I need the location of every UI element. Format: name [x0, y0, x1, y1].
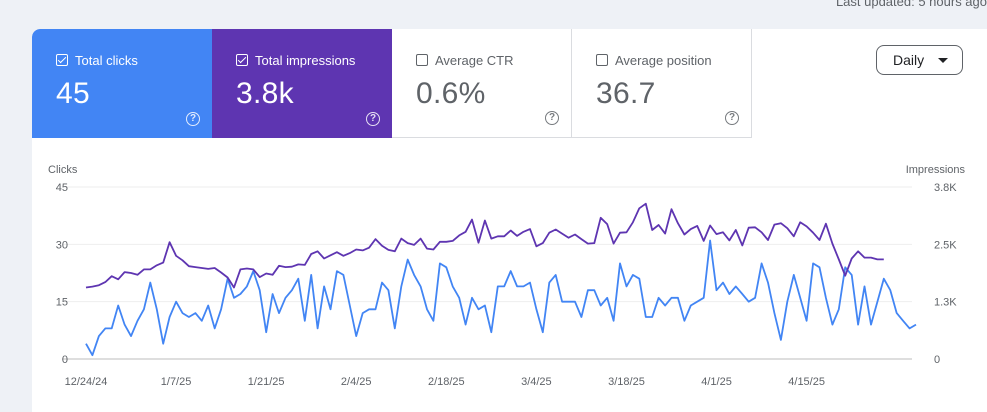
performance-card: Total clicks 45 ? Total impressions 3.8k…	[32, 29, 987, 412]
series-line-clicks	[85, 239, 917, 357]
y-left-tick-label: 0	[62, 354, 68, 366]
help-icon[interactable]: ?	[545, 111, 559, 125]
help-icon[interactable]: ?	[186, 112, 200, 126]
x-tick-label: 4/15/25	[788, 376, 825, 388]
metric-value: 45	[56, 77, 90, 110]
series-line-impressions	[85, 202, 884, 289]
y-right-ticks: 0 1.3K 2.5K 3.8K	[934, 182, 957, 366]
chevron-down-icon	[938, 58, 948, 63]
y-right-axis-title: Impressions	[906, 164, 966, 176]
x-tick-label: 1/21/25	[248, 376, 285, 388]
x-tick-label: 4/1/25	[701, 376, 732, 388]
metric-value: 3.8k	[236, 77, 294, 110]
metric-label: Total impressions	[255, 52, 356, 68]
x-tick-label: 2/4/25	[341, 376, 372, 388]
last-updated-text: Last updated: 5 hours ago	[835, 0, 987, 9]
help-icon[interactable]: ?	[725, 111, 739, 125]
x-tick-label: 12/24/24	[65, 376, 108, 388]
metric-value: 0.6%	[416, 77, 486, 110]
metric-label: Average CTR	[435, 52, 514, 68]
checkbox-unchecked-icon[interactable]	[416, 54, 428, 66]
metric-label: Total clicks	[75, 52, 138, 68]
metric-value: 36.7	[596, 77, 656, 110]
x-tick-label: 1/7/25	[161, 376, 192, 388]
checkbox-checked-icon[interactable]	[236, 54, 248, 66]
granularity-dropdown[interactable]: Daily	[876, 45, 963, 75]
y-left-tick-label: 30	[56, 239, 68, 251]
metric-tabs: Total clicks 45 ? Total impressions 3.8k…	[32, 29, 752, 138]
metric-average-position[interactable]: Average position 36.7 ?	[572, 29, 752, 138]
x-tick-label: 3/4/25	[521, 376, 552, 388]
help-icon[interactable]: ?	[366, 112, 380, 126]
gridlines	[62, 186, 912, 360]
y-left-tick-label: 45	[56, 182, 68, 194]
performance-chart: Clicks Impressions 0 15 30 45 0 1.3K 2.5K 3.8K…	[48, 164, 966, 388]
checkbox-unchecked-icon[interactable]	[596, 54, 608, 66]
series-lines	[85, 202, 917, 357]
metric-total-impressions[interactable]: Total impressions 3.8k ?	[212, 29, 392, 138]
y-left-ticks: 0 15 30 45	[56, 182, 68, 366]
y-right-tick-label: 3.8K	[934, 182, 957, 194]
dropdown-value: Daily	[893, 52, 925, 68]
metric-total-clicks[interactable]: Total clicks 45 ?	[32, 29, 212, 138]
checkbox-checked-icon[interactable]	[56, 54, 68, 66]
y-right-tick-label: 1.3K	[934, 297, 957, 309]
y-right-tick-label: 0	[934, 354, 940, 366]
metric-average-ctr[interactable]: Average CTR 0.6% ?	[392, 29, 572, 138]
y-right-tick-label: 2.5K	[934, 239, 957, 251]
x-tick-label: 3/18/25	[608, 376, 645, 388]
y-left-tick-label: 15	[56, 297, 68, 309]
metric-label: Average position	[615, 52, 712, 68]
y-left-axis-title: Clicks	[48, 164, 78, 176]
x-ticks: 12/24/24 1/7/25 1/21/25 2/4/25 2/18/25 3/4/25…	[65, 376, 825, 388]
x-tick-label: 2/18/25	[428, 376, 465, 388]
